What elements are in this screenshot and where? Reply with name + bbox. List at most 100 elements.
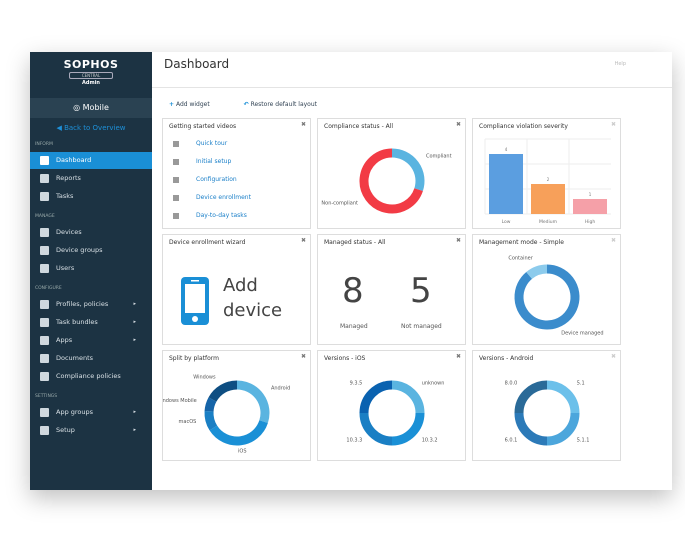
bar[interactable]	[573, 199, 607, 214]
sidebar-item-label: Task bundles	[56, 318, 98, 326]
sidebar-item-users[interactable]: Users	[30, 260, 152, 277]
widget-title: Compliance status - All	[324, 123, 394, 130]
widget-title: Management mode - Simple	[479, 239, 564, 246]
film-icon	[173, 158, 179, 165]
android-donut: 5.1 5.1.1 6.0.1 8.0.0	[505, 380, 590, 446]
phone-icon	[181, 277, 209, 325]
donut-slice[interactable]	[359, 380, 393, 414]
section-label: SETTINGS	[35, 394, 58, 399]
slice-label: 5.1	[577, 381, 585, 387]
close-icon[interactable]: ✖	[610, 353, 616, 360]
not-managed-label: Not managed	[401, 323, 442, 330]
toolbar: + Add widget ↶ Restore default layout	[169, 101, 349, 108]
donut-slice[interactable]	[236, 380, 270, 424]
video-link[interactable]: Quick tour	[173, 140, 227, 147]
bar[interactable]	[489, 154, 523, 214]
sidebar-item-compliance-policies[interactable]: Compliance policies	[30, 368, 152, 385]
sidebar-item-label: Reports	[56, 174, 81, 182]
platform-donut: Android iOS macOS Windows Mobile Windows	[156, 375, 290, 455]
slice-label: Non-compliant	[321, 201, 358, 207]
donut-slice[interactable]	[204, 397, 217, 412]
restore-layout-button[interactable]: ↶ Restore default layout	[244, 101, 333, 108]
managed-label: Managed	[340, 323, 368, 330]
donut-slice[interactable]	[391, 380, 425, 414]
slice-label: Device managed	[561, 331, 603, 337]
sidebar-item-profiles-policies[interactable]: Profiles, policies ▸	[30, 296, 152, 313]
donut-slice[interactable]	[514, 412, 548, 446]
sidebar-item-setup[interactable]: Setup ▸	[30, 422, 152, 439]
product-switcher[interactable]: ◎ Mobile	[30, 98, 152, 118]
sidebar-item-documents[interactable]: Documents	[30, 350, 152, 367]
donut-slice[interactable]	[359, 148, 423, 214]
slice-label: 6.0.1	[505, 437, 518, 443]
close-icon[interactable]: ✖	[455, 237, 461, 244]
sidebar-item-label: Users	[56, 264, 75, 272]
video-link[interactable]: Day-to-day tasks	[173, 212, 247, 219]
chevron-right-icon: ▸	[133, 409, 136, 415]
page-title: Dashboard	[164, 57, 230, 71]
plus-icon: +	[169, 101, 175, 108]
sidebar-item-reports[interactable]: Reports	[30, 170, 152, 187]
close-icon[interactable]: ✖	[300, 353, 306, 360]
chevron-right-icon: ▸	[133, 319, 136, 325]
donut-slice[interactable]	[546, 412, 580, 446]
sidebar-item-devices[interactable]: Devices	[30, 224, 152, 241]
close-icon[interactable]: ✖	[610, 237, 616, 244]
widget-title: Versions - Android	[479, 355, 534, 362]
back-to-overview-link[interactable]: ◀ Back to Overview	[56, 124, 126, 132]
sidebar-item-task-bundles[interactable]: Task bundles ▸	[30, 314, 152, 331]
slice-label: 10.3.2	[422, 437, 438, 443]
sophos-logo: SOPHOS CENTRAL Admin	[30, 52, 152, 86]
sidebar-item-app-groups[interactable]: App groups ▸	[30, 404, 152, 421]
donut-slice[interactable]	[391, 412, 425, 446]
sidebar-item-dashboard[interactable]: Dashboard	[30, 152, 152, 169]
close-icon[interactable]: ✖	[455, 121, 461, 128]
close-icon[interactable]: ✖	[455, 353, 461, 360]
donut-slice[interactable]	[359, 412, 393, 446]
film-icon	[173, 140, 179, 147]
sidebar-item-apps[interactable]: Apps ▸	[30, 332, 152, 349]
video-link[interactable]: Initial setup	[173, 158, 231, 165]
section-label: CONFIGURE	[35, 286, 62, 291]
sidebar-item-label: Devices	[56, 228, 82, 236]
donut-slice[interactable]	[204, 410, 218, 431]
donut-slice[interactable]	[526, 264, 548, 280]
donut-slice[interactable]	[391, 148, 425, 192]
nav-icon	[40, 192, 49, 201]
sidebar: SOPHOS CENTRAL Admin ◎ Mobile ◀ Back to …	[30, 52, 152, 490]
close-icon[interactable]: ✖	[300, 237, 306, 244]
restore-label: Restore default layout	[250, 101, 318, 108]
donut-slice[interactable]	[514, 380, 548, 414]
close-icon[interactable]: ✖	[300, 121, 306, 128]
nav-icon	[40, 318, 49, 327]
chevron-right-icon: ▸	[133, 301, 136, 307]
video-link[interactable]: Configuration	[173, 176, 237, 183]
widget-management-mode: Management mode - Simple ✖ Device managed…	[472, 234, 621, 345]
slice-label: 5.1.1	[577, 437, 590, 443]
close-icon[interactable]: ✖	[610, 121, 616, 128]
add-widget-button[interactable]: + Add widget	[169, 101, 226, 108]
help-link[interactable]: Help	[614, 61, 626, 67]
donut-slice[interactable]	[546, 380, 580, 414]
widget-getting-started-videos: Getting started videos ✖ Quick tour Initia…	[162, 118, 311, 229]
sidebar-item-device-groups[interactable]: Device groups	[30, 242, 152, 259]
chevron-right-icon: ▸	[133, 427, 136, 433]
product-label: Mobile	[82, 103, 109, 112]
bar[interactable]	[531, 184, 565, 214]
nav-icon	[40, 336, 49, 345]
app-window: SOPHOS CENTRAL Admin ◎ Mobile ◀ Back to …	[30, 52, 672, 490]
donut-slice[interactable]	[514, 264, 580, 330]
slice-label: Windows	[193, 375, 216, 381]
widget-title: Getting started videos	[169, 123, 237, 130]
donut-slice[interactable]	[208, 380, 238, 402]
ios-donut: unknown 10.3.2 10.3.3 9.3.5	[346, 380, 444, 446]
widget-enrollment-wizard[interactable]: Device enrollment wizard ✖ Add device	[162, 234, 311, 345]
sidebar-item-tasks[interactable]: Tasks	[30, 188, 152, 205]
film-icon	[173, 194, 179, 201]
sidebar-item-label: App groups	[56, 408, 94, 416]
nav-icon	[40, 174, 49, 183]
nav-icon	[40, 264, 49, 273]
sidebar-item-label: Tasks	[56, 192, 74, 200]
video-link[interactable]: Device enrollment	[173, 194, 251, 201]
donut-slice[interactable]	[209, 419, 268, 446]
